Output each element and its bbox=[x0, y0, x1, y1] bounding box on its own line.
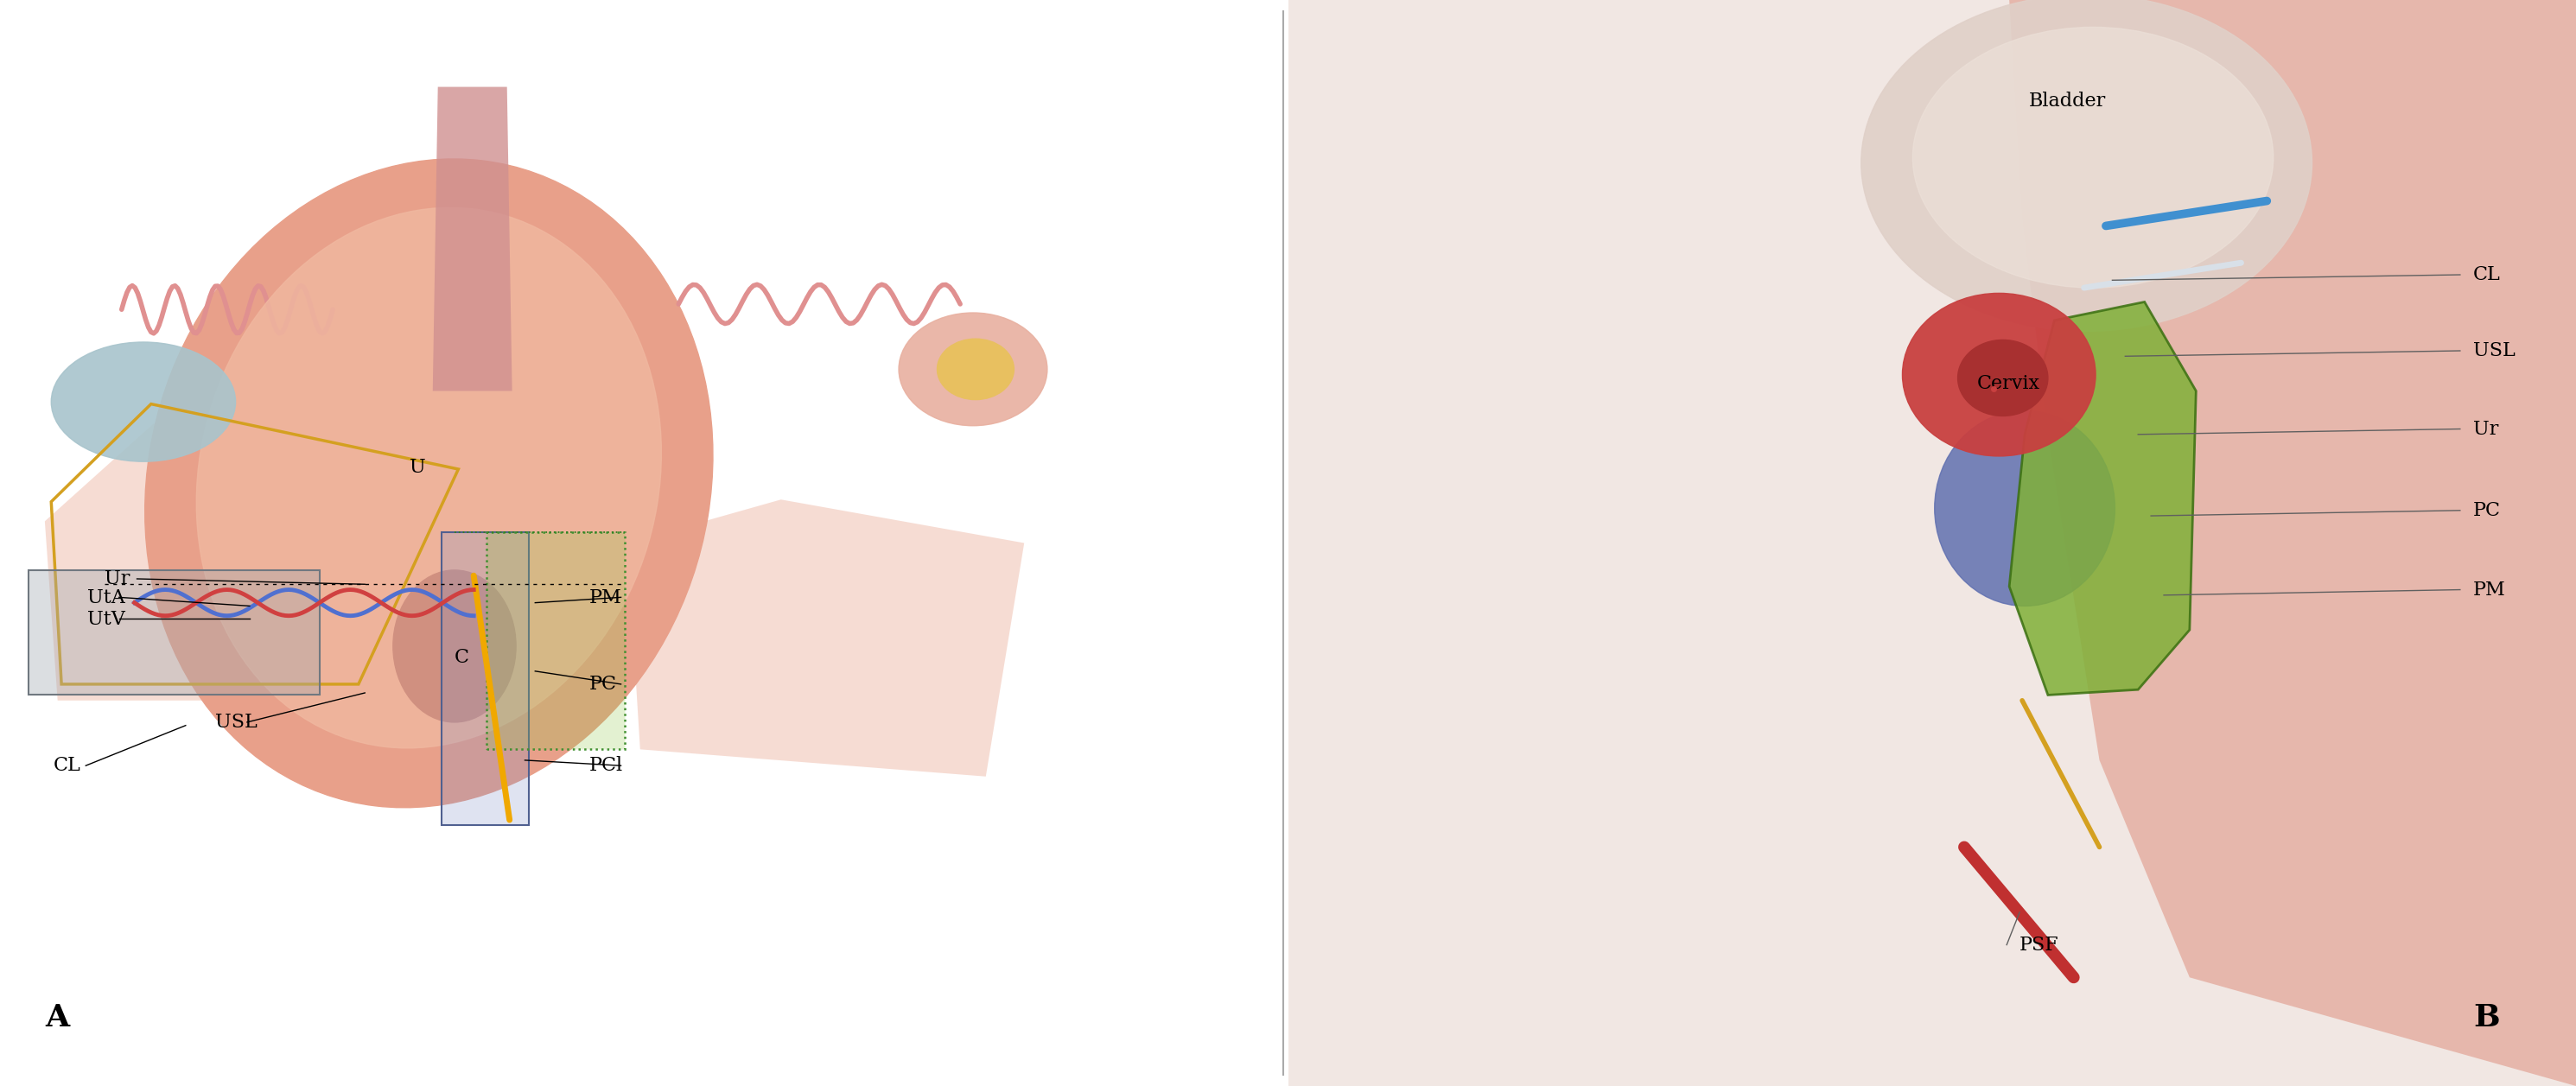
Text: PC: PC bbox=[590, 674, 616, 694]
Text: C: C bbox=[453, 647, 469, 667]
Ellipse shape bbox=[1904, 293, 2097, 456]
Text: PM: PM bbox=[590, 588, 621, 607]
Text: Ur: Ur bbox=[106, 569, 131, 589]
Text: Cervix: Cervix bbox=[1978, 374, 2040, 393]
Ellipse shape bbox=[1860, 0, 2313, 331]
Ellipse shape bbox=[1958, 340, 2048, 416]
Ellipse shape bbox=[938, 339, 1015, 400]
Ellipse shape bbox=[1911, 27, 2275, 288]
Text: Ur: Ur bbox=[2473, 419, 2499, 439]
Ellipse shape bbox=[144, 159, 714, 808]
Text: A: A bbox=[44, 1003, 70, 1033]
Polygon shape bbox=[433, 87, 513, 391]
Text: UtA: UtA bbox=[88, 588, 124, 607]
Ellipse shape bbox=[1935, 411, 2115, 606]
Polygon shape bbox=[44, 424, 435, 700]
Ellipse shape bbox=[196, 207, 662, 748]
Polygon shape bbox=[629, 500, 1025, 776]
Text: PC: PC bbox=[2473, 501, 2501, 520]
Ellipse shape bbox=[394, 570, 515, 722]
Bar bbox=[487, 532, 626, 749]
Text: U: U bbox=[410, 457, 425, 477]
Polygon shape bbox=[2009, 302, 2195, 695]
Ellipse shape bbox=[52, 342, 234, 462]
Text: PSF: PSF bbox=[2020, 935, 2058, 955]
Text: B: B bbox=[2473, 1003, 2499, 1033]
Text: PCl: PCl bbox=[590, 756, 623, 775]
Ellipse shape bbox=[899, 313, 1048, 426]
Text: UtV: UtV bbox=[88, 609, 126, 629]
Bar bbox=[440, 532, 528, 825]
Text: CL: CL bbox=[54, 756, 82, 775]
Text: USL: USL bbox=[2473, 341, 2514, 361]
Bar bbox=[28, 570, 319, 695]
Text: USL: USL bbox=[214, 712, 258, 732]
Polygon shape bbox=[2009, 0, 2576, 1086]
Text: PM: PM bbox=[2473, 580, 2506, 599]
Text: Bladder: Bladder bbox=[2030, 91, 2105, 111]
Text: CL: CL bbox=[2473, 265, 2501, 285]
